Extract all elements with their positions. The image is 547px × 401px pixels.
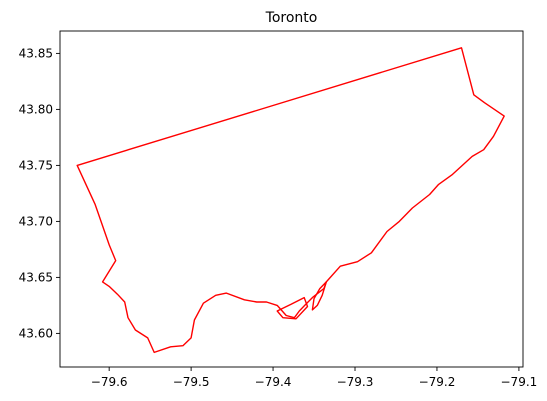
x-axis: −79.6 −79.5 −79.4 −79.3 −79.2 −79.1 bbox=[91, 367, 538, 389]
map-title: Toronto bbox=[265, 10, 318, 26]
y-tick-label: 43.60 bbox=[19, 326, 53, 340]
y-tick-label: 43.70 bbox=[19, 214, 53, 228]
x-tick-label: −79.1 bbox=[501, 375, 538, 389]
island-boundary-2 bbox=[311, 281, 327, 311]
island-boundary-1 bbox=[276, 296, 309, 320]
x-tick-label: −79.3 bbox=[337, 375, 374, 389]
boundary-layer bbox=[76, 47, 505, 354]
y-tick-label: 43.75 bbox=[19, 158, 53, 172]
y-tick-label: 43.80 bbox=[19, 102, 53, 116]
x-tick-label: −79.2 bbox=[419, 375, 456, 389]
map-frame bbox=[59, 30, 524, 368]
x-tick-label: −79.6 bbox=[91, 375, 128, 389]
y-tick-label: 43.85 bbox=[19, 46, 53, 60]
x-tick-label: −79.4 bbox=[255, 375, 292, 389]
city-boundary bbox=[76, 47, 505, 354]
y-tick-label: 43.65 bbox=[19, 270, 53, 284]
y-axis: 43.60 43.65 43.70 43.75 43.80 43.85 bbox=[19, 46, 60, 340]
x-tick-label: −79.5 bbox=[173, 375, 210, 389]
